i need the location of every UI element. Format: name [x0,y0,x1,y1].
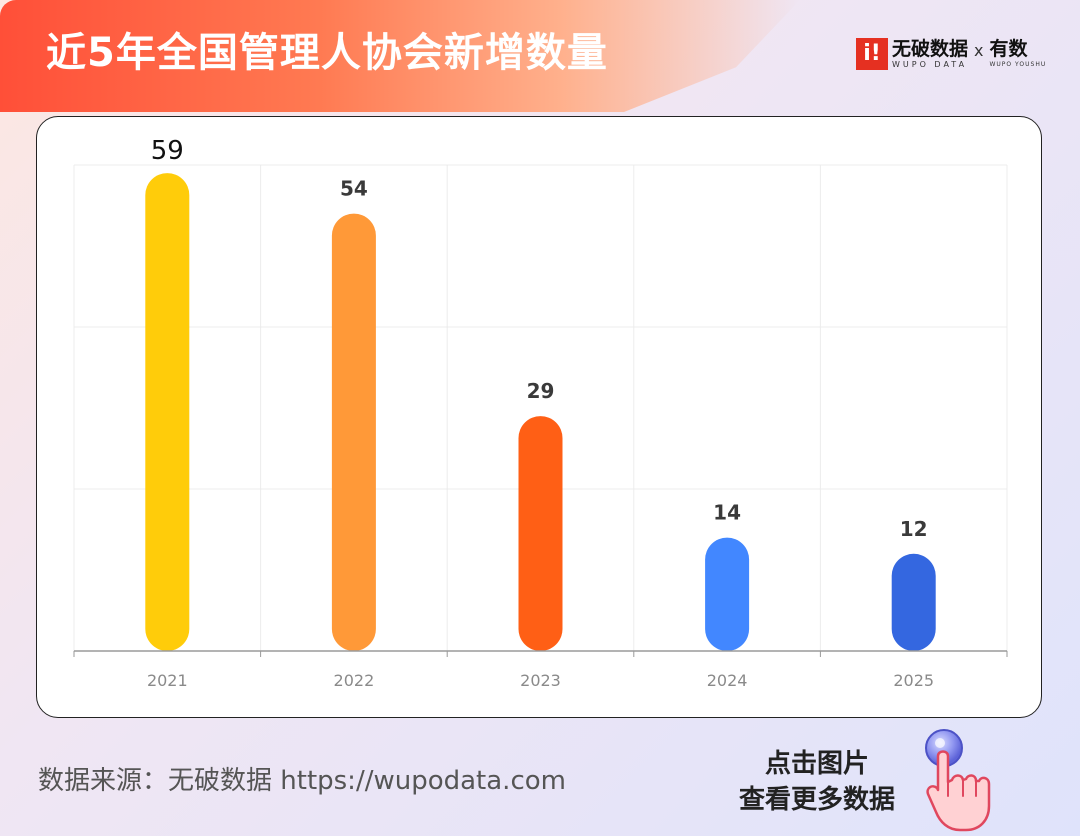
data-label-2022: 54 [340,177,368,201]
source-text[interactable]: 数据来源：无破数据 https://wupodata.com [38,766,566,796]
data-label-2025: 12 [900,517,928,541]
view-more-cta[interactable]: 点击图片 查看更多数据 [722,746,912,818]
pointing-hand-icon[interactable] [918,726,1002,832]
brand-logo-mark: i! [856,38,888,70]
x-tick-label-2022: 2022 [334,671,375,690]
data-label-2024: 14 [713,501,741,525]
brand-separator: x [974,41,984,60]
bar-2022 [331,213,376,651]
x-tick-label-2025: 2025 [893,671,934,690]
x-tick-label-2023: 2023 [520,671,561,690]
bar-2024 [705,537,750,651]
bar-2021 [145,173,190,651]
brand-subtitle: WUPO DATA [892,60,968,69]
brand-name: 无破数据 [892,38,969,60]
page-title: 近5年全国管理人协会新增数量 [46,30,608,76]
data-label-2021: 59 [151,136,184,166]
data-labels: 59 54 29 14 12 [151,136,928,541]
bar-2023 [518,416,563,651]
partner-subtitle: WUPO YOUSHU [989,61,1047,68]
grid-lines [73,164,1008,651]
cta-line-2: 查看更多数据 [738,785,895,815]
bars [145,173,936,651]
x-tick-label-2024: 2024 [707,671,748,690]
chart-card[interactable]: 59 54 29 14 12 2021 2022 2023 2024 2025 [36,116,1042,718]
x-tick-label-2021: 2021 [147,671,188,690]
title-banner [0,0,800,112]
bar-2025 [891,553,936,651]
partner-name: 有数 [989,38,1028,60]
bar-chart: 59 54 29 14 12 2021 2022 2023 2024 2025 [73,136,1008,690]
brand-logo: i! 无破数据 WUPO DATA x 有数 WUPO YOUSHU [856,38,1046,78]
x-axis: 2021 2022 2023 2024 2025 [73,650,1008,690]
data-label-2023: 29 [527,379,555,403]
cta-line-1: 点击图片 [764,749,869,779]
